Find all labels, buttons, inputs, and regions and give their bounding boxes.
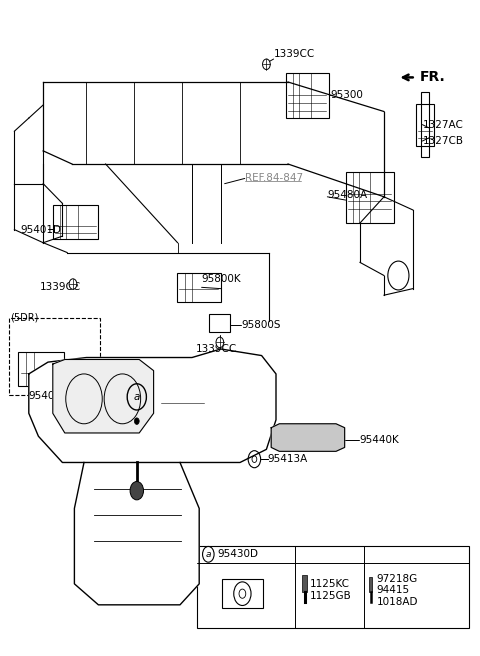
Text: 1125KC: 1125KC [310, 579, 350, 589]
Text: 95440K: 95440K [359, 434, 399, 445]
Bar [222, 579, 263, 608]
Text: a: a [133, 392, 140, 402]
Text: a: a [205, 550, 211, 559]
Text: 1327AC: 1327AC [422, 119, 463, 130]
Text: 1339CC: 1339CC [39, 282, 81, 293]
Bar [421, 92, 429, 157]
Text: 95401M: 95401M [29, 391, 71, 401]
Bar [197, 546, 469, 628]
Text: 95430D: 95430D [217, 549, 258, 560]
Bar [53, 205, 98, 239]
Bar [346, 172, 394, 223]
Text: 95401D: 95401D [20, 224, 61, 235]
Bar [177, 273, 221, 302]
Text: 95800S: 95800S [241, 319, 280, 330]
Text: 1339CC: 1339CC [196, 344, 237, 354]
Circle shape [216, 337, 224, 348]
Polygon shape [29, 349, 276, 462]
Text: 97218G: 97218G [376, 573, 418, 584]
Text: 95300: 95300 [330, 90, 363, 100]
Text: 1339CC: 1339CC [274, 49, 315, 59]
Text: 95413A: 95413A [268, 454, 308, 464]
Bar [158, 371, 206, 420]
Bar [416, 104, 434, 146]
Text: 1125GB: 1125GB [310, 591, 352, 602]
Bar [286, 73, 329, 118]
Text: (5DR): (5DR) [11, 313, 39, 323]
Bar [305, 432, 316, 446]
Bar [161, 390, 204, 416]
Text: 1327CB: 1327CB [422, 136, 463, 146]
Bar [302, 575, 307, 592]
Bar [209, 314, 230, 332]
Bar [9, 318, 100, 395]
Circle shape [263, 59, 270, 70]
Polygon shape [74, 462, 199, 605]
Circle shape [134, 418, 139, 424]
Bar [276, 432, 287, 446]
Bar [320, 432, 330, 446]
Polygon shape [271, 424, 345, 451]
Polygon shape [53, 359, 154, 433]
Text: 94415: 94415 [376, 585, 409, 596]
Bar [369, 577, 372, 592]
Text: 95800K: 95800K [202, 274, 241, 284]
Bar [291, 432, 301, 446]
Text: 95480A: 95480A [327, 190, 368, 200]
Circle shape [69, 279, 77, 289]
Text: 1018AD: 1018AD [376, 597, 418, 607]
Bar [18, 352, 64, 386]
Text: FR.: FR. [420, 70, 445, 85]
Text: REF.84-847: REF.84-847 [245, 173, 303, 184]
Circle shape [130, 482, 144, 500]
